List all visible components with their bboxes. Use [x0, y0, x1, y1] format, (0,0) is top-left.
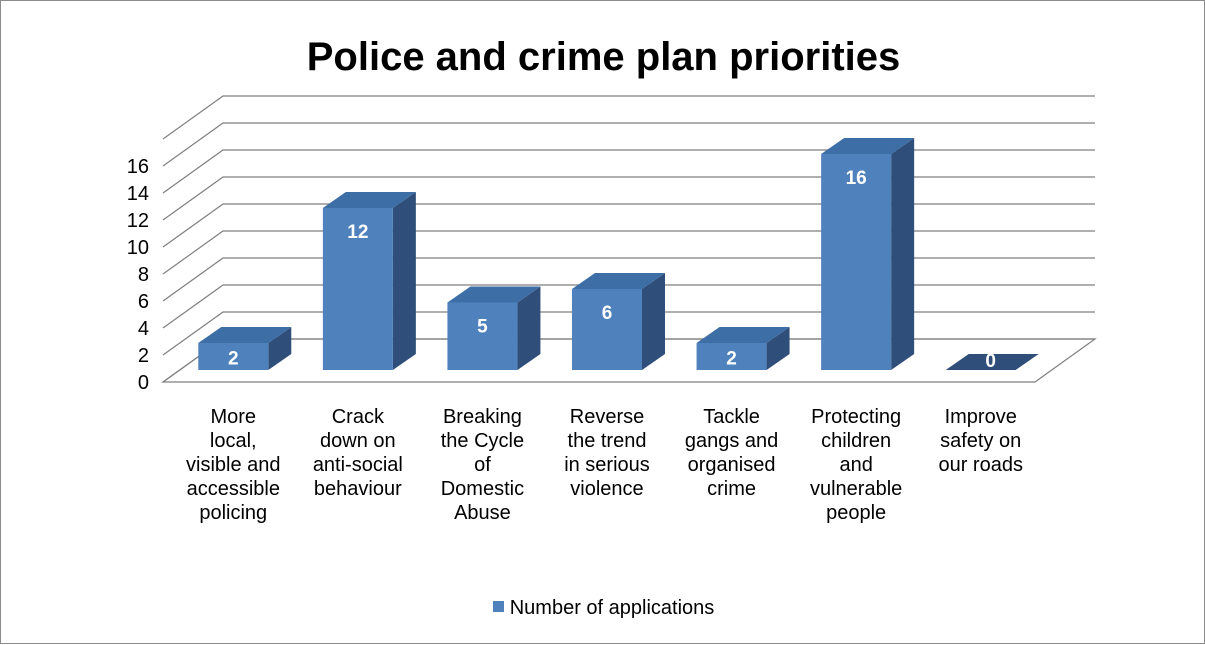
x-tick-label-line: people — [826, 502, 887, 524]
x-tick-label-line: Reverse — [569, 406, 645, 428]
x-tick-label-line: Crack — [331, 406, 384, 428]
data-label: 2 — [228, 349, 239, 370]
bar-top — [447, 286, 541, 303]
bar-side — [392, 192, 416, 370]
x-tick-label-line: accessible — [186, 478, 280, 500]
bar-top — [572, 273, 665, 289]
bar-side — [268, 327, 292, 370]
x-tick-label-line: Abuse — [454, 502, 511, 524]
x-tick-label-line: of — [474, 454, 491, 476]
x-tick-label-line: safety on — [940, 430, 1022, 452]
data-label: 12 — [347, 222, 368, 243]
x-tick-label-line: anti-social — [312, 454, 403, 476]
x-tick-label: Improve safety on our roads — [919, 405, 1043, 477]
x-tick-label-line: More — [210, 406, 257, 428]
y-tick-label: 2 — [138, 345, 149, 367]
y-tick-label: 6 — [138, 291, 149, 313]
bar — [322, 208, 393, 370]
bar — [821, 154, 892, 370]
x-tick-label-line: crime — [707, 478, 756, 500]
x-tick-label-line: Breaking — [442, 406, 522, 428]
y-tick-label: 12 — [127, 210, 149, 232]
x-tick-label-line: our roads — [938, 454, 1023, 476]
data-label: 16 — [846, 168, 867, 189]
gridline — [162, 149, 1095, 194]
x-tick-label-line: organised — [687, 454, 776, 476]
legend-label: Number of applications — [509, 597, 715, 619]
y-tick-label: 4 — [138, 318, 149, 340]
bar-side — [766, 327, 790, 370]
bar-top — [198, 327, 292, 343]
x-tick-label-line: in serious — [564, 454, 650, 476]
x-tick-label-line: gangs and — [684, 430, 779, 452]
gridline — [162, 311, 1095, 356]
x-tick-label: Reverse the trend in serious violence — [545, 405, 669, 501]
bar-side — [517, 286, 541, 370]
y-tick-label: 16 — [127, 156, 149, 178]
gridline — [162, 203, 1095, 248]
x-tick-label-line: Protecting — [811, 406, 902, 428]
x-tick-label-line: Tackle — [703, 406, 760, 428]
gridline — [162, 122, 1095, 167]
legend-swatch — [492, 601, 504, 612]
x-tick-label-line: policing — [199, 502, 268, 524]
gridline — [162, 284, 1095, 329]
gridline — [162, 176, 1095, 221]
x-tick-label-line: and — [839, 454, 873, 476]
x-tick-label: Tackle gangs and organised crime — [670, 405, 794, 501]
x-tick-label-line: the Cycle — [440, 430, 525, 452]
bar-top — [696, 327, 790, 343]
bar-top — [821, 138, 915, 154]
bar-top — [322, 192, 416, 208]
legend: Number of applications — [1, 597, 1205, 620]
x-tick-label: Crack down on anti-social behaviour — [296, 405, 420, 501]
x-tick-label: Protecting children and vulnerable people — [794, 405, 918, 525]
y-tick-label: 0 — [138, 372, 149, 394]
data-label: 5 — [477, 317, 488, 338]
bar — [696, 343, 767, 370]
data-label: 2 — [726, 349, 737, 370]
chart-title: Police and crime plan priorities — [306, 35, 901, 79]
x-tick-label-line: vulnerable — [809, 478, 903, 500]
bar — [447, 302, 518, 370]
bar-side — [891, 138, 915, 370]
y-tick-label: 10 — [127, 237, 149, 259]
x-tick-label: More local, visible and accessible policing — [171, 405, 295, 525]
bar — [945, 354, 1039, 370]
data-label: 0 — [985, 351, 996, 372]
x-tick-label-line: behaviour — [313, 478, 402, 500]
x-tick-label-line: visible and — [186, 454, 281, 476]
x-tick-label-line: children — [821, 430, 892, 452]
x-tick-label: Breaking the Cycle of Domestic Abuse — [420, 405, 544, 525]
x-tick-label-line: violence — [570, 478, 644, 500]
bar — [572, 289, 642, 370]
bar-side — [642, 273, 665, 370]
x-tick-label-line: Improve — [944, 406, 1017, 428]
x-tick-label-line: down on — [320, 430, 396, 452]
data-label: 6 — [602, 303, 613, 324]
x-tick-label-line: the trend — [567, 430, 647, 452]
y-tick-label: 8 — [138, 264, 149, 286]
x-tick-label-line: local, — [209, 430, 257, 452]
x-tick-label-line: Domestic — [440, 478, 525, 500]
y-tick-label: 14 — [127, 183, 149, 205]
gridline — [162, 95, 1095, 140]
gridline — [162, 257, 1095, 302]
gridline — [162, 230, 1095, 275]
bar — [198, 343, 269, 370]
